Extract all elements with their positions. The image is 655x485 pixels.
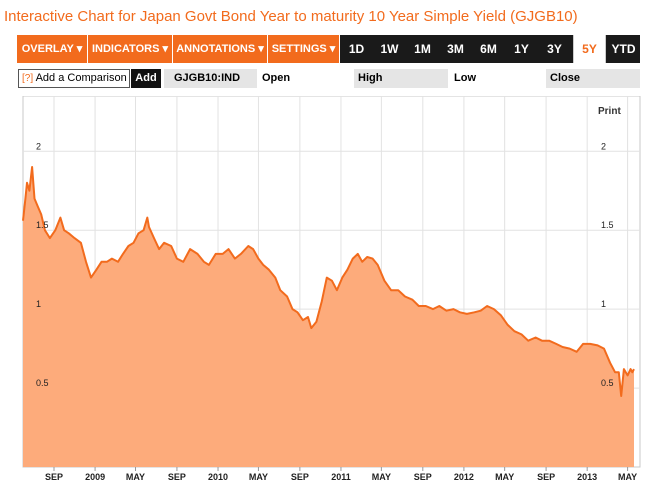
- y-tick-label-left: 1: [36, 299, 41, 309]
- indicators-menu[interactable]: INDICATORS ▾: [88, 35, 173, 63]
- y-tick-label-left: 2: [36, 141, 41, 151]
- annotations-menu[interactable]: ANNOTATIONS ▾: [173, 35, 268, 63]
- add-comparison-label: Add a Comparison: [35, 72, 127, 84]
- y-tick-label-right: 1.5: [601, 220, 614, 230]
- x-tick-label: MAY: [495, 472, 514, 482]
- x-tick-label: MAY: [126, 472, 145, 482]
- add-comparison-button[interactable]: Add: [131, 69, 161, 88]
- range-1y-button[interactable]: 1Y: [514, 42, 529, 56]
- x-tick-label: SEP: [414, 472, 432, 482]
- x-tick-label: 2010: [208, 472, 228, 482]
- range-3y-button[interactable]: 3Y: [547, 42, 562, 56]
- x-tick-label: SEP: [537, 472, 555, 482]
- ticker-label: GJGB10:IND: [164, 69, 257, 88]
- x-tick-label: 2011: [331, 472, 351, 482]
- y-axis-right: 2 1.5 1 0.5: [601, 141, 614, 388]
- x-tick-label: SEP: [168, 472, 186, 482]
- x-tick-label: MAY: [249, 472, 268, 482]
- page-title: Interactive Chart for Japan Govt Bond Ye…: [4, 8, 578, 25]
- y-tick-label-left: 1.5: [36, 220, 49, 230]
- range-1m-button[interactable]: 1M: [414, 42, 431, 56]
- high-field: High: [354, 69, 448, 88]
- x-tick-label: 2013: [577, 472, 597, 482]
- x-tick-label: MAY: [372, 472, 391, 482]
- range-ytd-button[interactable]: YTD: [611, 42, 636, 56]
- range-1d-button[interactable]: 1D: [348, 42, 365, 56]
- range-3m-button[interactable]: 3M: [447, 42, 464, 56]
- x-tick-label: SEP: [45, 472, 63, 482]
- x-tick-label: MAY: [618, 472, 637, 482]
- range-1w-button[interactable]: 1W: [380, 42, 399, 56]
- x-tick-label: SEP: [291, 472, 309, 482]
- y-tick-label-left: 0.5: [36, 378, 49, 388]
- overlay-menu[interactable]: OVERLAY ▾: [17, 35, 88, 63]
- yield-line: [22, 166, 635, 397]
- yield-area: [23, 167, 634, 467]
- yield-chart: 21.510.5 21.510.5 SEP 2009 MAY SEP 2010 MAY SE…: [22, 96, 641, 482]
- y-axis-left: 2 1.5 1 0.5: [36, 141, 49, 388]
- settings-menu[interactable]: SETTINGS ▾: [268, 35, 340, 63]
- open-field: Open: [262, 72, 291, 84]
- chart-toolbar: OVERLAY ▾ INDICATORS ▾ ANNOTATIONS ▾ SET…: [17, 35, 640, 63]
- low-field: Low: [454, 72, 476, 84]
- x-tick-label: 2012: [454, 472, 474, 482]
- y-tick-label-right: 2: [601, 141, 606, 151]
- x-axis: SEP 2009 MAY SEP 2010 MAY SEP 2011 MAY SEP 2012 MAY…: [45, 472, 637, 482]
- help-icon[interactable]: [?]: [22, 73, 34, 84]
- close-field: Close: [546, 69, 640, 88]
- x-tick-label: 2009: [85, 472, 105, 482]
- y-tick-label-right: 0.5: [601, 378, 614, 388]
- add-comparison-input[interactable]: [?] Add a Comparison: [18, 69, 130, 88]
- print-link[interactable]: Print: [598, 106, 621, 117]
- y-tick-label-right: 1: [601, 299, 606, 309]
- range-5y-button[interactable]: 5Y: [573, 35, 606, 63]
- range-6m-button[interactable]: 6M: [480, 42, 497, 56]
